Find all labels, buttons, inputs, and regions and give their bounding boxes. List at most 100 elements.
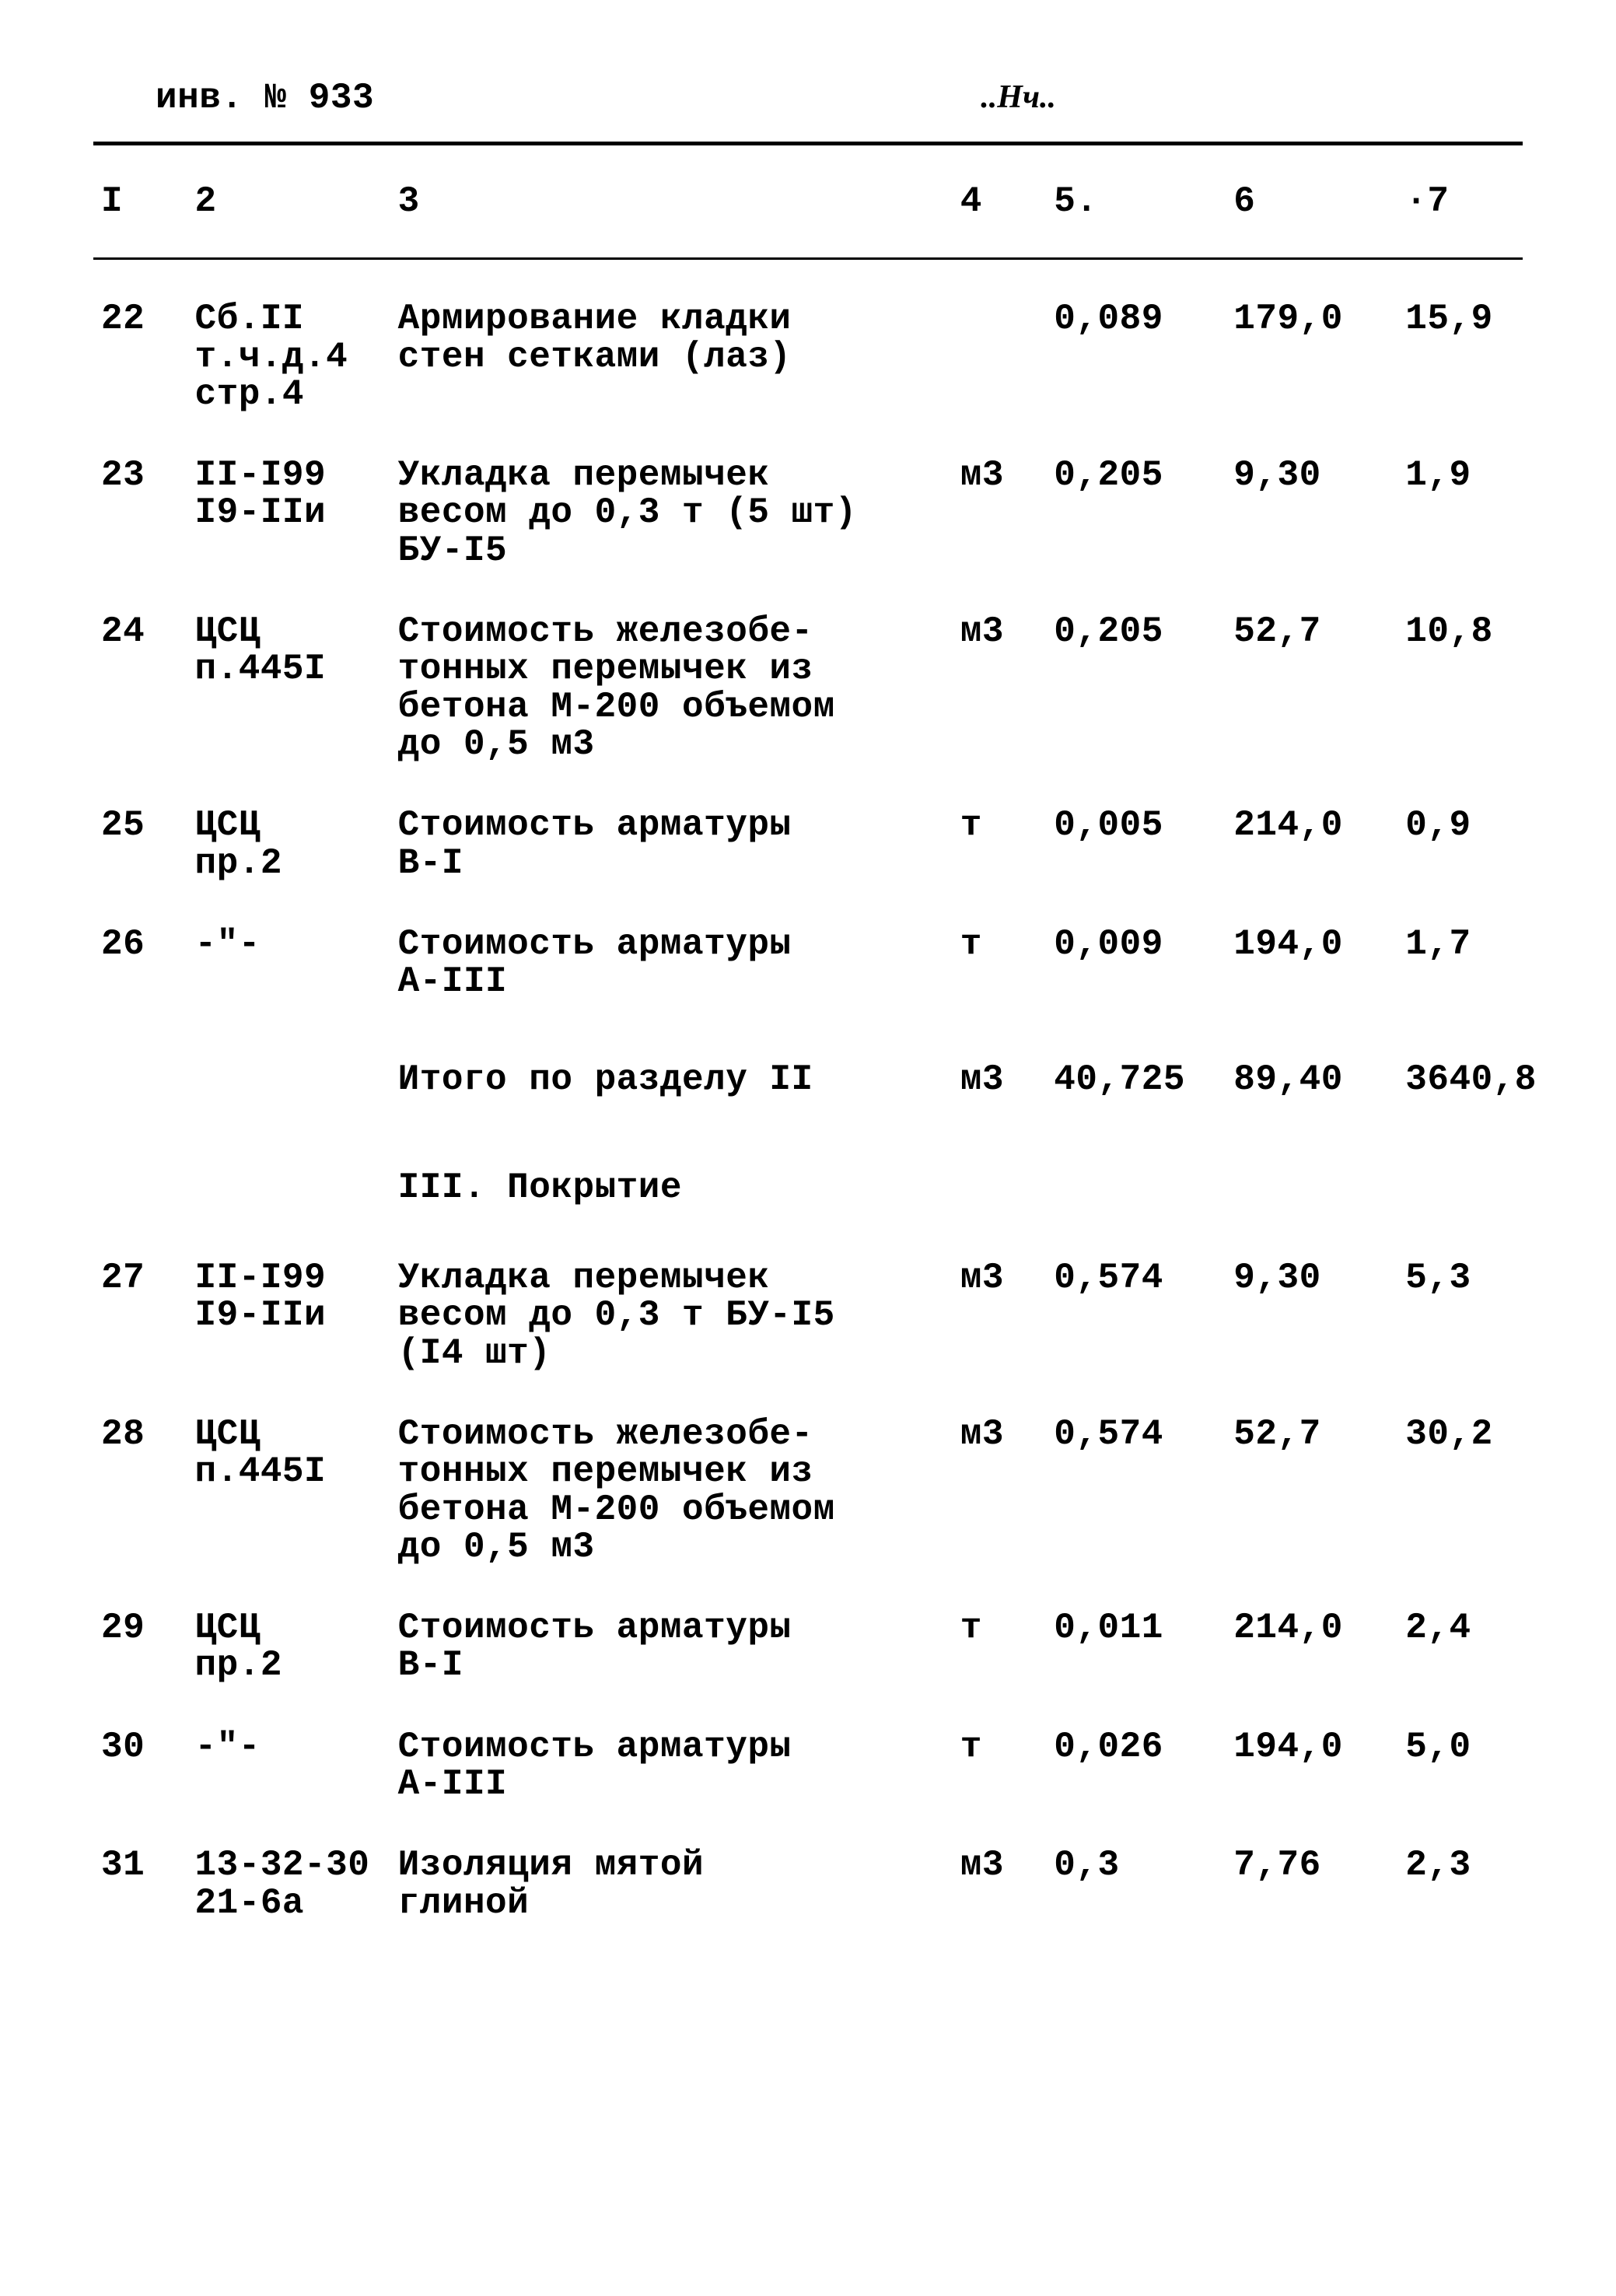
- row-qty: 40,725: [1046, 1022, 1226, 1137]
- table-row: 26-"-Стоимость арматуры А-IIIт0,009194,0…: [93, 904, 1523, 1023]
- page-header: инв. № 933 ..Нч..: [93, 78, 1523, 134]
- row-reference: II-I99 I9-IIи: [187, 1237, 390, 1394]
- row-amount: 2,4: [1397, 1587, 1523, 1706]
- row-reference: [187, 1138, 390, 1237]
- table-row: III. Покрытие: [93, 1138, 1523, 1237]
- row-reference: ЦСЦ п.445I: [187, 591, 390, 785]
- table-row: Итого по разделу IIм340,72589,403640,8: [93, 1022, 1523, 1137]
- row-description: Укладка перемычек весом до 0,3 т БУ-I5 (…: [390, 1237, 953, 1394]
- row-rate: 9,30: [1226, 1237, 1397, 1394]
- row-unit: [953, 1138, 1047, 1237]
- row-qty: 0,011: [1046, 1587, 1226, 1706]
- table-head: I 2 3 4 5. 6 ·7: [93, 161, 1523, 242]
- row-qty: [1046, 1138, 1226, 1237]
- row-qty: 0,3: [1046, 1825, 1226, 1944]
- row-index: 30: [93, 1706, 187, 1825]
- row-reference: ЦСЦ пр.2: [187, 785, 390, 904]
- row-amount: 5,0: [1397, 1706, 1523, 1825]
- row-index: [93, 1138, 187, 1237]
- row-index: 31: [93, 1825, 187, 1944]
- row-unit: т: [953, 1706, 1047, 1825]
- row-qty: 0,574: [1046, 1394, 1226, 1587]
- table-row: 23II-I99 I9-IIиУкладка перемычек весом д…: [93, 435, 1523, 591]
- row-unit: т: [953, 904, 1047, 1023]
- row-unit: м3: [953, 1022, 1047, 1137]
- row-description: Итого по разделу II: [390, 1022, 953, 1137]
- col-1-header: I: [93, 161, 187, 242]
- col-5-header: 5.: [1046, 161, 1226, 242]
- row-unit: м3: [953, 1237, 1047, 1394]
- table-row: 29ЦСЦ пр.2Стоимость арматуры В-Iт0,01121…: [93, 1587, 1523, 1706]
- row-qty: 0,205: [1046, 591, 1226, 785]
- row-rate: 52,7: [1226, 591, 1397, 785]
- col-7-header: ·7: [1397, 161, 1523, 242]
- row-unit: м3: [953, 1394, 1047, 1587]
- table-header-row: I 2 3 4 5. 6 ·7: [93, 161, 1523, 242]
- row-amount: 10,8: [1397, 591, 1523, 785]
- row-unit: м3: [953, 591, 1047, 785]
- table-row: 27II-I99 I9-IIиУкладка перемычек весом д…: [93, 1237, 1523, 1394]
- row-reference: Сб.II т.ч.д.4 стр.4: [187, 278, 390, 435]
- row-amount: 0,9: [1397, 785, 1523, 904]
- table-row: 30-"-Стоимость арматуры А-IIIт0,026194,0…: [93, 1706, 1523, 1825]
- rule-top: [93, 142, 1523, 145]
- row-amount: 1,7: [1397, 904, 1523, 1023]
- col-6-header: 6: [1226, 161, 1397, 242]
- row-description: Укладка перемычек весом до 0,3 т (5 шт) …: [390, 435, 953, 591]
- estimate-table: I 2 3 4 5. 6 ·7: [93, 161, 1523, 242]
- row-description: III. Покрытие: [390, 1138, 953, 1237]
- row-description: Стоимость железобе- тонных перемычек из …: [390, 1394, 953, 1587]
- row-amount: 2,3: [1397, 1825, 1523, 1944]
- row-rate: 9,30: [1226, 435, 1397, 591]
- row-index: 23: [93, 435, 187, 591]
- row-amount: 3640,8: [1397, 1022, 1523, 1137]
- row-reference: -"-: [187, 904, 390, 1023]
- row-unit: м3: [953, 435, 1047, 591]
- row-description: Стоимость арматуры А-III: [390, 1706, 953, 1825]
- row-rate: 89,40: [1226, 1022, 1397, 1137]
- row-description: Стоимость арматуры В-I: [390, 785, 953, 904]
- page: инв. № 933 ..Нч.. I 2 3 4 5. 6 ·7 22Сб.I…: [0, 0, 1616, 2296]
- row-unit: т: [953, 785, 1047, 904]
- page-mark: ..Нч..: [981, 79, 1492, 116]
- row-rate: 7,76: [1226, 1825, 1397, 1944]
- row-index: 29: [93, 1587, 187, 1706]
- table-row: 28ЦСЦ п.445IСтоимость железобе- тонных п…: [93, 1394, 1523, 1587]
- row-index: 22: [93, 278, 187, 435]
- row-reference: II-I99 I9-IIи: [187, 435, 390, 591]
- table-row: 22Сб.II т.ч.д.4 стр.4Армирование кладки …: [93, 278, 1523, 435]
- row-reference: [187, 1022, 390, 1137]
- row-qty: 0,205: [1046, 435, 1226, 591]
- row-rate: 194,0: [1226, 1706, 1397, 1825]
- row-description: Стоимость железобе- тонных перемычек из …: [390, 591, 953, 785]
- row-index: 27: [93, 1237, 187, 1394]
- row-description: Армирование кладки стен сетками (лаз): [390, 278, 953, 435]
- row-unit: м3: [953, 1825, 1047, 1944]
- row-qty: 0,574: [1046, 1237, 1226, 1394]
- row-index: [93, 1022, 187, 1137]
- row-reference: ЦСЦ п.445I: [187, 1394, 390, 1587]
- inventory-label: инв. № 933: [156, 78, 374, 118]
- row-description: Стоимость арматуры В-I: [390, 1587, 953, 1706]
- row-index: 25: [93, 785, 187, 904]
- row-unit: т: [953, 1587, 1047, 1706]
- row-rate: 194,0: [1226, 904, 1397, 1023]
- row-reference: -"-: [187, 1706, 390, 1825]
- row-qty: 0,005: [1046, 785, 1226, 904]
- row-rate: 179,0: [1226, 278, 1397, 435]
- row-amount: 15,9: [1397, 278, 1523, 435]
- row-reference: ЦСЦ пр.2: [187, 1587, 390, 1706]
- row-index: 24: [93, 591, 187, 785]
- row-rate: 214,0: [1226, 785, 1397, 904]
- row-rate: 52,7: [1226, 1394, 1397, 1587]
- table-row: 24ЦСЦ п.445IСтоимость железобе- тонных п…: [93, 591, 1523, 785]
- row-reference: 13-32-30 21-6а: [187, 1825, 390, 1944]
- row-description: Стоимость арматуры А-III: [390, 904, 953, 1023]
- rule-under-head: [93, 257, 1523, 260]
- row-amount: 5,3: [1397, 1237, 1523, 1394]
- row-rate: 214,0: [1226, 1587, 1397, 1706]
- row-index: 26: [93, 904, 187, 1023]
- row-qty: 0,009: [1046, 904, 1226, 1023]
- col-4-header: 4: [953, 161, 1047, 242]
- row-index: 28: [93, 1394, 187, 1587]
